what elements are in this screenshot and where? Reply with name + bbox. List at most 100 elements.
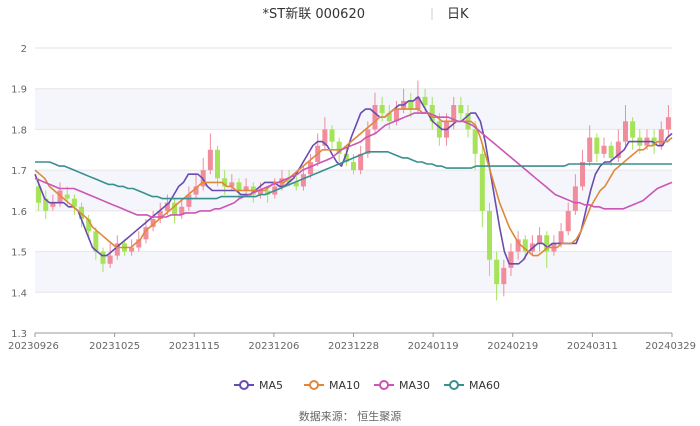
candle-body [651,137,657,146]
candle-body [486,210,492,260]
candle-body [215,149,221,179]
candle-body [365,129,371,154]
y-axis-ticks: 1.3 1.4 1.5 1.6 1.7 1.8 1.9 2 [11,44,27,340]
candle-body [515,239,521,252]
plot-band [35,170,672,211]
legend: MA5 MA10 MA30 MA60 [234,379,500,392]
candle-body [501,267,507,285]
candle-body [572,186,578,211]
legend-swatch-marker[interactable] [309,380,319,390]
candle-body [451,105,457,122]
candle-body [508,251,514,268]
x-tick-label: 20231228 [328,341,379,352]
candle-body [136,239,142,248]
candle-body [336,141,342,154]
candle-body [329,129,335,142]
x-tick-label: 20240329 [645,341,696,352]
candle-body [150,219,156,228]
candle-body [622,121,628,142]
candle-body [100,251,106,264]
candle-body [587,137,593,162]
candle-body [472,129,478,154]
candle-body [665,117,671,130]
candle-body [243,186,249,191]
candle-body [601,145,607,154]
candle-body [580,162,586,187]
period-label: 日K [447,7,469,22]
candle-body [386,113,392,122]
series-line-ma10 [34,108,673,257]
candle-body [422,96,428,105]
candle-body [522,239,528,252]
candle-body [343,153,349,162]
candle-body [172,202,178,215]
plot-bands [35,88,672,293]
legend-swatch-marker[interactable] [449,380,459,390]
x-tick-label: 20240311 [567,341,618,352]
x-tick-label: 20230926 [8,341,59,352]
candle-body [479,153,485,211]
series-line-ma60 [35,151,672,200]
candle-body [236,182,242,191]
candle-body [393,109,399,122]
candle-body [193,186,199,195]
candle-body [179,206,185,215]
legend-label[interactable]: MA60 [469,379,500,392]
candle-body [36,186,42,203]
candle-body [265,190,271,195]
candle-body [286,178,292,183]
candle-body [308,162,314,175]
candle-body [129,247,135,252]
legend-swatch-marker[interactable] [239,380,249,390]
x-tick-label: 20240119 [408,341,459,352]
y-tick-label: 1.3 [11,329,27,340]
candle-body [86,219,92,232]
candle-body [458,105,464,114]
candle-body [107,255,113,264]
candle-body [322,129,328,146]
candle-body [157,210,163,219]
candle-body [594,137,600,154]
candle-body [372,105,378,130]
candle-body [300,174,306,187]
legend-swatch-marker[interactable] [379,380,389,390]
candle-body [379,105,385,114]
y-tick-label: 2 [21,44,27,55]
plot-band [35,88,672,130]
candle-body [57,190,63,203]
candle-body [408,100,414,110]
candle-body [350,162,357,171]
candle-body [50,202,56,207]
legend-label[interactable]: MA5 [259,379,283,392]
candle-body [436,121,442,138]
candle-body [293,182,299,187]
moving-average-lines [34,96,673,265]
candle-body [537,235,543,244]
data-source: 数据来源： 恒生聚源 [299,409,402,423]
candle-body [114,243,120,256]
candle-body [222,178,228,187]
y-tick-label: 1.4 [11,288,27,299]
chart-title: *ST新联 000620 [263,6,365,22]
candle-body [93,231,99,252]
candle-body [43,198,49,211]
x-tick-label: 20240219 [487,341,538,352]
series-line-ma30 [34,112,673,218]
x-tick-label: 20231025 [89,341,140,352]
legend-label[interactable]: MA10 [329,379,360,392]
y-tick-label: 1.6 [11,207,27,218]
plot-band [35,251,672,293]
candle-body [186,194,192,207]
candle-body [143,227,149,240]
candle-body [358,153,364,171]
candle-body [630,121,636,138]
candle-body [71,198,77,207]
y-tick-label: 1.7 [11,166,27,177]
x-tick-label: 20231115 [169,341,220,352]
y-tick-label: 1.8 [11,125,27,136]
candle-body [615,141,621,158]
candle-body [257,190,263,195]
legend-label[interactable]: MA30 [399,379,430,392]
